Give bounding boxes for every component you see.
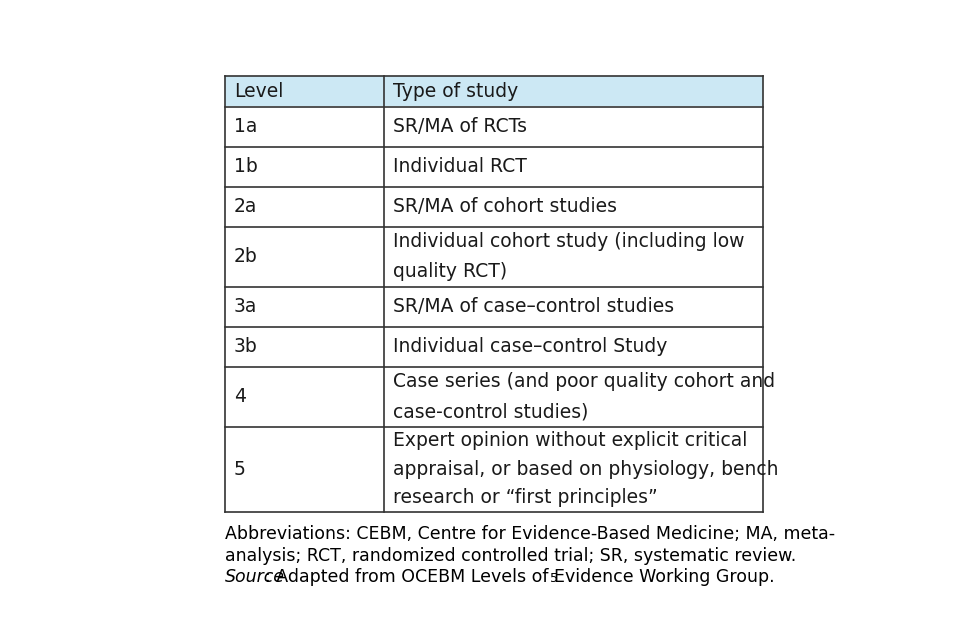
Bar: [225, 327, 763, 366]
Text: 2b: 2b: [234, 247, 257, 266]
Text: 5: 5: [549, 572, 558, 585]
Bar: [225, 427, 763, 512]
Bar: [225, 227, 763, 287]
Text: 5: 5: [234, 460, 246, 479]
Text: Abbreviations: CEBM, Centre for Evidence-Based Medicine; MA, meta-: Abbreviations: CEBM, Centre for Evidence…: [225, 525, 835, 543]
Text: Individual case–control Study: Individual case–control Study: [393, 337, 667, 356]
Text: 3b: 3b: [234, 337, 257, 356]
Text: 3a: 3a: [234, 297, 257, 316]
Text: 2a: 2a: [234, 197, 257, 216]
Text: Type of study: Type of study: [393, 82, 518, 101]
Text: Expert opinion without explicit critical: Expert opinion without explicit critical: [393, 431, 747, 451]
Text: SR/MA of case–control studies: SR/MA of case–control studies: [393, 297, 674, 316]
Text: case-control studies): case-control studies): [393, 402, 588, 421]
Text: Level: Level: [234, 82, 283, 101]
Text: SR/MA of RCTs: SR/MA of RCTs: [393, 117, 527, 136]
Bar: [225, 287, 763, 327]
Text: research or “first principles”: research or “first principles”: [393, 488, 658, 507]
Bar: [225, 146, 763, 187]
Text: Individual cohort study (including low: Individual cohort study (including low: [393, 232, 744, 251]
Text: analysis; RCT, randomized controlled trial; SR, systematic review.: analysis; RCT, randomized controlled tri…: [225, 547, 796, 565]
Text: Source: Source: [225, 569, 284, 586]
Text: Individual RCT: Individual RCT: [393, 157, 527, 176]
Bar: [225, 366, 763, 427]
Bar: [225, 75, 763, 106]
Text: SR/MA of cohort studies: SR/MA of cohort studies: [393, 197, 617, 216]
Text: : Adapted from OCEBM Levels of Evidence Working Group.: : Adapted from OCEBM Levels of Evidence …: [265, 569, 775, 586]
Text: 1b: 1b: [234, 157, 257, 176]
Text: Case series (and poor quality cohort and: Case series (and poor quality cohort and: [393, 372, 775, 391]
Text: 4: 4: [234, 387, 246, 406]
Bar: [225, 106, 763, 146]
Text: appraisal, or based on physiology, bench: appraisal, or based on physiology, bench: [393, 460, 779, 479]
Text: quality RCT): quality RCT): [393, 262, 507, 281]
Text: 1a: 1a: [234, 117, 257, 136]
Bar: [225, 187, 763, 227]
